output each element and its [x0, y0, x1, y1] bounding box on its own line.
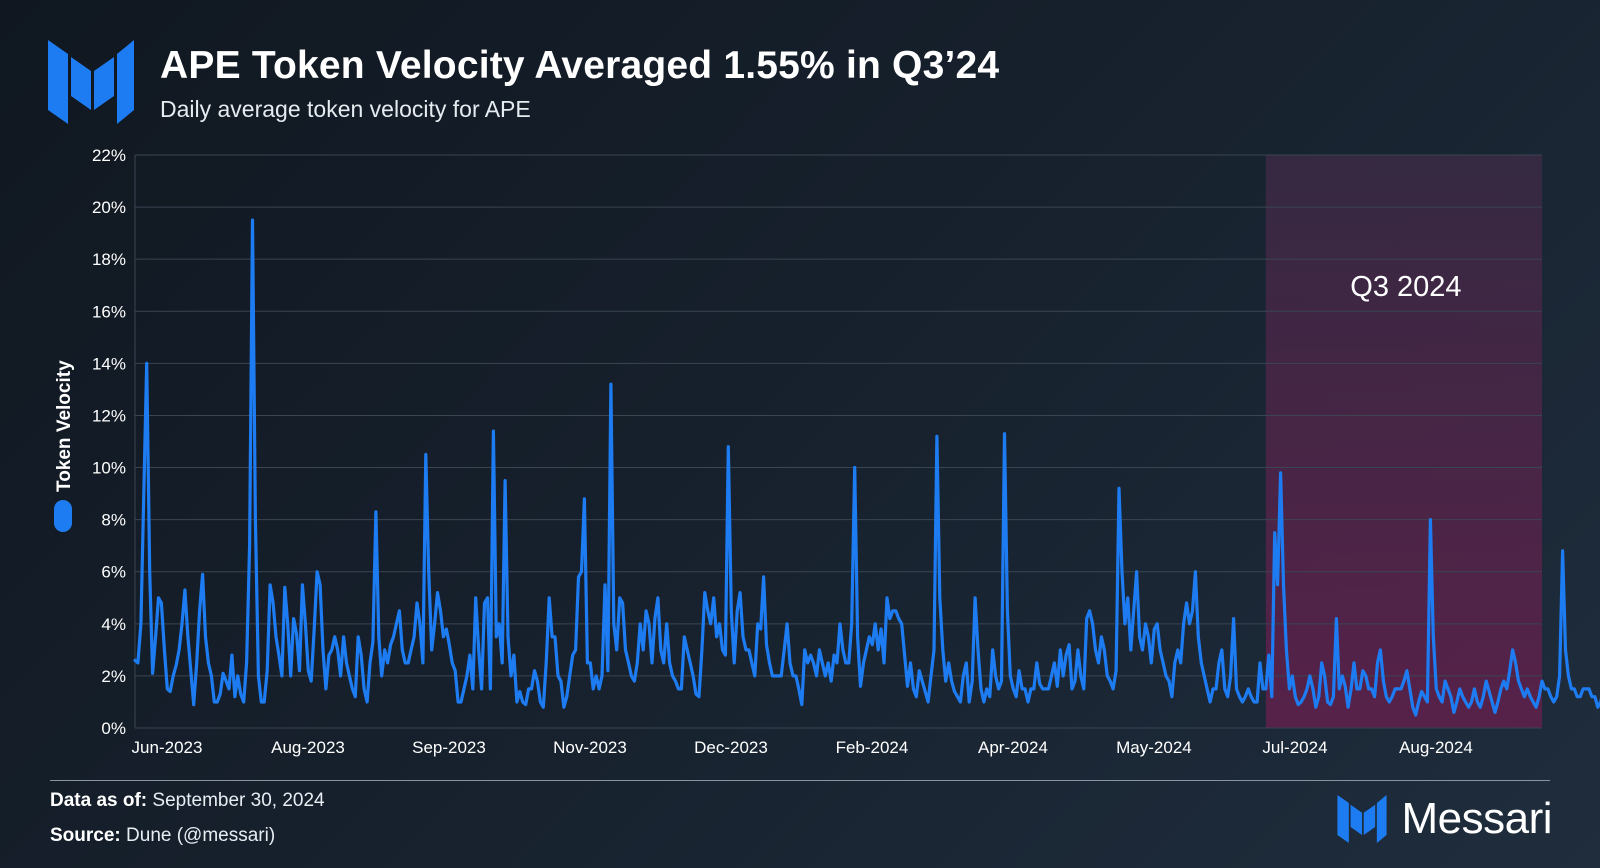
data-as-of-value: September 30, 2024 — [152, 790, 325, 811]
y-tick-label: 22% — [92, 146, 126, 165]
x-tick-label: Jun-2023 — [132, 738, 203, 757]
source: Source: Dune (@messari) — [50, 825, 275, 847]
source-label: Source: — [50, 825, 121, 846]
x-tick-label: Aug-2023 — [271, 738, 345, 757]
data-as-of-label: Data as of: — [50, 790, 148, 811]
brand: Messari — [1337, 794, 1552, 844]
messari-brand-icon — [1337, 795, 1388, 843]
source-value: Dune (@messari) — [126, 825, 276, 846]
y-tick-label: 14% — [92, 354, 126, 373]
x-tick-label: Apr-2024 — [978, 738, 1048, 757]
legend: Token Velocity — [54, 360, 75, 532]
y-tick-label: 4% — [101, 615, 126, 634]
chart-title: APE Token Velocity Averaged 1.55% in Q3’… — [160, 44, 1000, 87]
y-tick-label: 0% — [101, 719, 126, 738]
chart-subtitle: Daily average token velocity for APE — [160, 96, 531, 122]
y-tick-label: 18% — [92, 250, 126, 269]
footer-divider — [50, 780, 1550, 781]
x-tick-label: Aug-2024 — [1399, 738, 1473, 757]
y-tick-label: 12% — [92, 406, 126, 425]
x-tick-label: Jul-2024 — [1262, 738, 1327, 757]
y-tick-label: 6% — [101, 563, 126, 582]
y-tick-label: 16% — [92, 302, 126, 321]
x-tick-label: Sep-2023 — [412, 738, 486, 757]
y-tick-label: 2% — [101, 667, 126, 686]
messari-logo-icon — [48, 40, 134, 124]
y-tick-label: 8% — [101, 511, 126, 530]
y-tick-label: 10% — [92, 459, 126, 478]
x-tick-label: May-2024 — [1116, 738, 1192, 757]
y-axis-title: Token Velocity — [54, 360, 75, 492]
x-tick-label: Dec-2023 — [694, 738, 768, 757]
legend-swatch — [54, 500, 72, 532]
token-velocity-line — [133, 218, 1600, 717]
data-as-of: Data as of: September 30, 2024 — [50, 790, 325, 812]
x-tick-label: Nov-2023 — [553, 738, 627, 757]
brand-name: Messari — [1401, 794, 1552, 843]
x-tick-label: Feb-2024 — [836, 738, 909, 757]
y-tick-label: 20% — [92, 198, 126, 217]
q3-highlight-label: Q3 2024 — [1350, 271, 1461, 303]
q3-highlight-band — [1265, 155, 1542, 728]
